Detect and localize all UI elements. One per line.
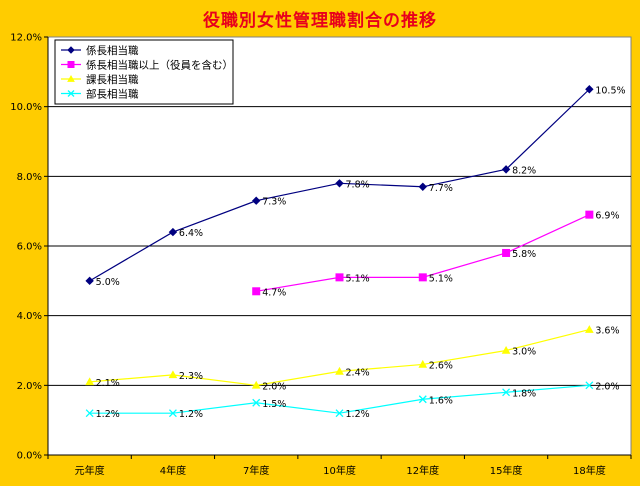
series-2-point [502, 248, 511, 257]
series-3-data-label: 2.3% [179, 371, 203, 382]
y-tick-label: 4.0% [17, 311, 42, 322]
grid-layer [48, 106, 631, 386]
series-3-data-label: 2.1% [96, 378, 120, 389]
series-4-data-label: 1.5% [262, 399, 286, 410]
x-tick-label: 7年度 [243, 464, 269, 477]
x-tick-label: 18年度 [573, 464, 606, 477]
series-1-data-label: 8.2% [512, 165, 536, 176]
series-layer [85, 85, 594, 418]
x-tick-label: 15年度 [490, 464, 523, 477]
y-tick-label: 0.0% [17, 451, 42, 462]
series-1-data-label: 5.0% [96, 277, 120, 288]
x-tick-label: 12年度 [406, 464, 439, 477]
legend-marker-stroke [67, 90, 75, 97]
series-1-data-label: 7.7% [429, 183, 453, 194]
legend-marker [67, 74, 75, 82]
series-2-data-label: 5.1% [346, 273, 370, 284]
legend-label: 部長相当職 [86, 88, 139, 101]
series-4-data-label: 1.8% [512, 388, 536, 399]
series-4-point-stroke [85, 409, 94, 418]
series-3-data-label: 2.6% [429, 360, 453, 371]
legend-marker [67, 90, 75, 97]
series-3-point [418, 359, 428, 368]
y-tick-label: 10.0% [10, 102, 42, 113]
series-4-point-stroke [168, 409, 177, 418]
label-layer: 5.0% 6.4% 7.3% 7.8% 7.7% 8.2% 10.5% 4.7% 5.1% 5.1… [96, 85, 626, 420]
series-2-point [585, 210, 594, 219]
series-2-point [252, 287, 261, 296]
series-3-point [501, 345, 511, 354]
legend-marker [67, 46, 75, 54]
legend-label: 係長相当職 [86, 44, 139, 57]
series-4-point [168, 409, 177, 418]
y-tick-label: 6.0% [17, 242, 42, 253]
series-4-point-stroke [335, 409, 344, 418]
series-3-point [585, 325, 594, 333]
series-2-data-label: 5.8% [512, 249, 536, 260]
series-2-data-label: 5.1% [429, 273, 453, 284]
series-3-data-label: 3.0% [512, 347, 536, 358]
series-1-point [501, 165, 511, 174]
series-3-data-label: 2.0% [262, 381, 286, 392]
x-tick-label: 10年度 [323, 464, 356, 477]
series-4-data-label: 1.6% [429, 395, 453, 406]
series-1-data-label: 7.3% [262, 197, 286, 208]
series-4-point [585, 381, 594, 390]
series-1-point [335, 179, 344, 188]
series-1-point [585, 85, 594, 94]
series-2-point [335, 273, 344, 282]
series-1-point [252, 196, 261, 205]
series-4-point [502, 388, 511, 397]
series-1-point [418, 182, 427, 191]
series-4-point [418, 395, 427, 404]
series-3-point [85, 377, 94, 386]
chart-title: 役職別女性管理職割合の推移 [203, 11, 437, 31]
series-2-data-label: 6.9% [595, 211, 619, 222]
series-4-point-stroke [252, 398, 261, 407]
series-3-point [168, 370, 178, 379]
series-4-point-stroke [585, 381, 594, 390]
series-4-point-stroke [418, 395, 427, 404]
series-1-point [85, 276, 94, 286]
legend-marker [67, 61, 75, 68]
series-2-data-label: 4.7% [262, 287, 286, 298]
series-1-data-label: 7.8% [346, 179, 370, 190]
series-2-point [418, 273, 427, 282]
series-1-point [168, 227, 178, 237]
x-tick-label: 元年度 [75, 464, 105, 477]
series-4-point [252, 398, 261, 407]
series-4-data-label: 1.2% [179, 409, 203, 420]
series-3-point [335, 366, 344, 375]
y-tick-label: 2.0% [17, 381, 42, 392]
y-tick-label: 12.0% [10, 33, 42, 44]
legend-label: 課長相当職 [86, 73, 139, 86]
series-4-data-label: 2.0% [595, 381, 619, 392]
legend-box [54, 39, 234, 105]
series-1-data-label: 10.5% [595, 85, 625, 96]
axis-layer: 0.0% 2.0% 4.0% 6.0% 8.0% 10.0% 12.0% 元年度 4年度 7年度 1… [10, 33, 632, 477]
series-3-point [251, 380, 261, 389]
series-4-point-stroke [502, 388, 511, 397]
series-3-data-label: 3.6% [595, 326, 619, 337]
y-tick-label: 8.0% [17, 172, 42, 183]
legend-label: 係長相当職以上（役員を含む） [86, 59, 233, 72]
series-3-data-label: 2.4% [346, 367, 370, 378]
series-4-point [85, 409, 94, 418]
series-4-data-label: 1.2% [96, 409, 120, 420]
series-1-data-label: 6.4% [179, 228, 203, 239]
x-tick-label: 4年度 [160, 464, 186, 477]
series-4-data-label: 1.2% [346, 409, 370, 420]
series-4-point [335, 409, 344, 418]
